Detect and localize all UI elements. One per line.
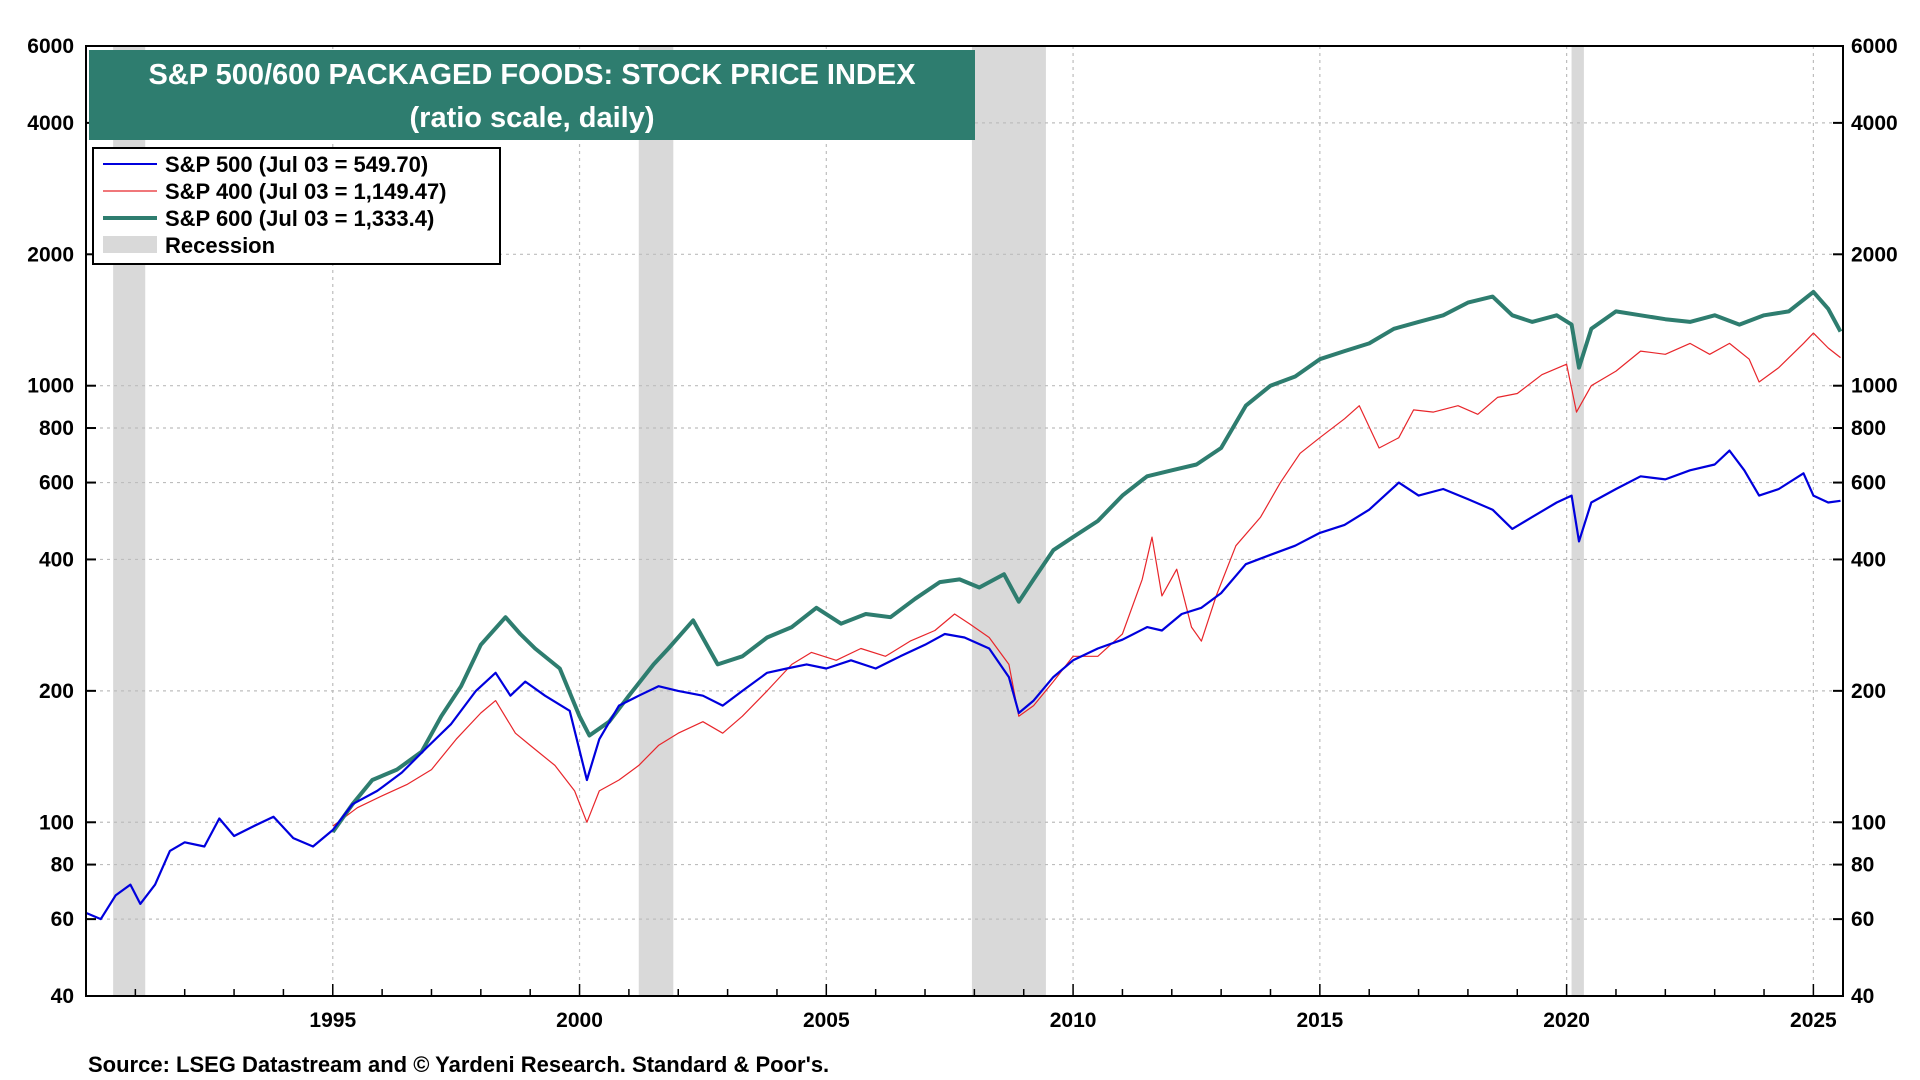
- legend-swatch-recession: [103, 236, 157, 253]
- y-tick-label-right-9: 2000: [1851, 243, 1898, 266]
- y-tick-label-left-11: 6000: [27, 35, 74, 58]
- y-tick-label-right-1: 60: [1851, 908, 1874, 931]
- x-tick-label-1: 2000: [556, 1009, 603, 1032]
- y-tick-label-left-8: 1000: [27, 375, 74, 398]
- y-tick-label-left-6: 600: [39, 472, 74, 495]
- y-tick-label-left-7: 800: [39, 417, 74, 440]
- series-lines: [85, 289, 1843, 921]
- y-tick-label-right-4: 200: [1851, 680, 1886, 703]
- y-tick-label-right-2: 80: [1851, 854, 1874, 877]
- recession-band-2: [971, 46, 1046, 996]
- x-tick-label-2: 2005: [803, 1009, 850, 1032]
- legend-label-sp500: S&P 500 (Jul 03 = 549.70): [165, 152, 428, 177]
- plot-frame: [85, 45, 1844, 997]
- x-tick-label-5: 2020: [1543, 1009, 1590, 1032]
- y-tick-label-left-9: 2000: [27, 243, 74, 266]
- y-axis-left: 40 60 80 100 200 400 600 800 1000 2000 4000 6000: [27, 35, 96, 1008]
- recession-band-3: [1571, 46, 1584, 996]
- series-line-sp600: [331, 289, 1843, 834]
- source-note: Source: LSEG Datastream and © Yardeni Re…: [88, 1052, 829, 1077]
- series-line-sp500: [85, 449, 1841, 921]
- y-tick-label-left-0: 40: [51, 985, 74, 1008]
- grid: [86, 46, 1843, 996]
- y-axis-right: 40 60 80 100 200 400 600 800 1000 2000 4000 6000: [1833, 35, 1898, 1008]
- x-tick-label-6: 2025: [1790, 1009, 1837, 1032]
- chart-subtitle: (ratio scale, daily): [410, 102, 655, 134]
- title-box: S&P 500/600 PACKAGED FOODS: STOCK PRICE …: [89, 50, 975, 140]
- legend-label-recession: Recession: [165, 233, 275, 258]
- y-tick-label-left-4: 200: [39, 680, 74, 703]
- chart-title: S&P 500/600 PACKAGED FOODS: STOCK PRICE …: [148, 59, 916, 91]
- y-tick-label-left-2: 80: [51, 854, 74, 877]
- legend: S&P 500 (Jul 03 = 549.70) S&P 400 (Jul 0…: [92, 147, 501, 265]
- y-tick-label-left-5: 400: [39, 548, 74, 571]
- y-tick-label-left-3: 100: [39, 811, 74, 834]
- y-tick-label-right-5: 400: [1851, 548, 1886, 571]
- y-tick-label-right-8: 1000: [1851, 375, 1898, 398]
- series-line-sp400: [332, 332, 1841, 827]
- x-tick-label-4: 2015: [1296, 1009, 1343, 1032]
- y-tick-label-right-11: 6000: [1851, 35, 1898, 58]
- y-tick-label-right-6: 600: [1851, 472, 1886, 495]
- legend-frame: [92, 147, 501, 265]
- legend-label-sp400: S&P 400 (Jul 03 = 1,149.47): [165, 179, 447, 204]
- recession-band-1: [638, 46, 674, 996]
- y-tick-label-right-3: 100: [1851, 811, 1886, 834]
- title-background: [89, 50, 975, 140]
- y-tick-label-left-1: 60: [51, 908, 74, 931]
- y-tick-label-right-0: 40: [1851, 985, 1874, 1008]
- x-tick-label-0: 1995: [309, 1009, 356, 1032]
- x-axis: 1995 2000 2005 2010 2015 2020 2025: [85, 984, 1837, 1032]
- y-tick-label-right-7: 800: [1851, 417, 1886, 440]
- y-tick-label-left-10: 4000: [27, 112, 74, 135]
- x-tick-label-3: 2010: [1050, 1009, 1097, 1032]
- legend-label-sp600: S&P 600 (Jul 03 = 1,333.4): [165, 206, 434, 231]
- y-tick-label-right-10: 4000: [1851, 112, 1898, 135]
